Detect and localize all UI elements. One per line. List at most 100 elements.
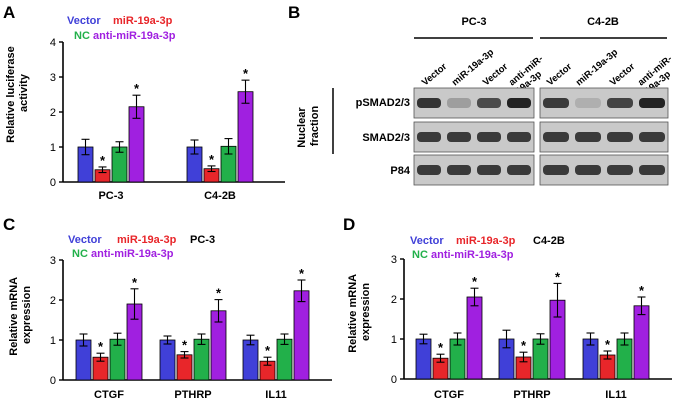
significance-star-d: * xyxy=(555,269,561,284)
blot-band-psmad23-lane6 xyxy=(575,98,601,108)
significance-star-d: * xyxy=(639,283,645,298)
blot-band-smad23-lane8 xyxy=(639,132,665,142)
panel-a: A Vector miR-19a-3p NC anti-miR-19a-3p R… xyxy=(3,3,285,202)
legend-anti-c: anti-miR-19a-3p xyxy=(91,248,174,260)
y-tick-label-c: 0 xyxy=(50,375,56,387)
significance-star-c: * xyxy=(299,266,305,281)
y-axis-label-c-line1: Relative mRNA xyxy=(8,277,20,356)
lane-label-7: Vector xyxy=(608,61,638,88)
x-tick-label-a: PC-3 xyxy=(98,190,123,202)
significance-star-c: * xyxy=(132,275,138,290)
y-axis-label-c: Relative mRNA expression xyxy=(8,274,33,356)
significance-star-a: * xyxy=(243,66,249,81)
y-axis-label-d-line1: Relative mRNA xyxy=(347,274,359,353)
blot-band-psmad23-lane3 xyxy=(477,98,501,108)
legend-nc-c: NC xyxy=(72,248,88,260)
significance-star-d: * xyxy=(472,274,478,289)
significance-star-d: * xyxy=(605,337,611,352)
significance-star-a: * xyxy=(209,152,215,167)
blot-band-smad23-lane3 xyxy=(477,132,501,142)
panel-b: B PC-3 C4-2B Vector miR-19a-3p Vector an… xyxy=(288,3,674,186)
fraction-label-line2: fraction xyxy=(309,106,321,147)
significance-star-d: * xyxy=(521,338,527,353)
bar-d-ctgf-anti xyxy=(466,296,483,380)
bar-d-pthrp-nc xyxy=(532,338,549,380)
significance-star-c: * xyxy=(216,286,222,301)
bar-d-ctgf-vector xyxy=(415,338,432,380)
blot-group-c42b: C4-2B xyxy=(587,16,619,28)
blot-band-smad23-lane4 xyxy=(507,132,531,142)
bar-c-il11-nc xyxy=(276,338,293,381)
x-tick-label-d: IL11 xyxy=(605,389,626,401)
lane-label-1: Vector xyxy=(420,61,450,88)
significance-star-a: * xyxy=(100,153,106,168)
bar-c-pthrp-nc xyxy=(193,338,210,381)
x-tick-label-d: PTHRP xyxy=(513,389,550,401)
y-tick-label-a: 3 xyxy=(50,72,56,84)
significance-star-c: * xyxy=(265,343,271,358)
legend-vector-d: Vector xyxy=(410,235,444,247)
blot-group-pc3: PC-3 xyxy=(461,16,486,28)
y-axis-label-d-line2: expression xyxy=(360,283,372,341)
x-tick-label-c: CTGF xyxy=(94,389,124,401)
blot-band-psmad23-lane1 xyxy=(417,98,441,108)
bar-a-c42b-anti xyxy=(237,91,254,183)
legend-mir-c: miR-19a-3p xyxy=(117,234,177,246)
panel-letter-d: D xyxy=(343,215,355,234)
bar-chart-d: 0 1 2 3 * * CTGF * * PTHRP * * IL11 xyxy=(391,254,672,401)
blot-band-smad23-lane7 xyxy=(607,132,633,142)
significance-star-c: * xyxy=(182,338,188,353)
y-tick-label-d: 0 xyxy=(391,374,397,386)
x-tick-label-c: PTHRP xyxy=(174,389,211,401)
panel-c: C Vector miR-19a-3p PC-3 NC anti-miR-19a… xyxy=(3,215,332,401)
y-tick-label-d: 1 xyxy=(391,334,397,346)
fraction-label: Nuclear fraction xyxy=(296,104,321,147)
y-tick-label-c: 3 xyxy=(50,255,56,267)
blot-row-label-smad: SMAD2/3 xyxy=(362,132,410,144)
significance-star-c: * xyxy=(98,339,104,354)
blot-band-smad23-lane1 xyxy=(417,132,441,142)
blot-band-psmad23-lane4 xyxy=(507,98,531,108)
bar-chart-c: 0 1 2 3 * * CTGF * * PTHRP * * IL11 xyxy=(50,255,332,401)
y-tick-label-a: 4 xyxy=(50,37,56,49)
blot-band-p84-lane5 xyxy=(543,165,569,175)
y-axis-label-a-line1: Relative luciferase xyxy=(5,46,17,143)
y-tick-label-c: 2 xyxy=(50,295,56,307)
blot-row-label-p84: P84 xyxy=(390,165,410,177)
y-tick-label-a: 1 xyxy=(50,142,56,154)
blot-band-p84-lane7 xyxy=(607,165,633,175)
bar-c-il11-anti xyxy=(293,290,310,381)
legend-vector-a: Vector xyxy=(67,15,101,27)
panel-d: D Vector miR-19a-3p C4-2B NC anti-miR-19… xyxy=(343,215,672,401)
legend-nc-d: NC xyxy=(412,249,428,261)
chart-title-d: C4-2B xyxy=(533,235,565,247)
y-axis-label-c-line2: expression xyxy=(21,286,33,344)
significance-star-d: * xyxy=(438,340,444,355)
blot-band-p84-lane6 xyxy=(575,165,601,175)
y-tick-label-a: 2 xyxy=(50,107,56,119)
lane-label-3: Vector xyxy=(481,61,511,88)
bar-c-pthrp-mir xyxy=(176,354,193,381)
blot-band-p84-lane8 xyxy=(639,165,665,175)
bar-c-il11-vector xyxy=(242,339,259,381)
y-tick-label-d: 2 xyxy=(391,294,397,306)
legend-anti-a: anti-miR-19a-3p xyxy=(93,30,176,42)
blot-band-smad23-lane5 xyxy=(543,132,569,142)
significance-star-a: * xyxy=(134,81,140,96)
fraction-label-line1: Nuclear xyxy=(296,107,308,148)
panel-letter-c: C xyxy=(3,215,15,234)
blot-band-psmad23-lane5 xyxy=(543,98,569,108)
lane-label-5: Vector xyxy=(545,61,575,88)
western-blot xyxy=(413,87,669,186)
blot-band-psmad23-lane2 xyxy=(447,98,471,108)
panel-letter-a: A xyxy=(3,3,15,22)
bar-c-pthrp-vector xyxy=(159,339,176,381)
legend-nc-a: NC xyxy=(74,30,90,42)
y-axis-label-d: Relative mRNA expression xyxy=(347,271,372,353)
legend-anti-d: anti-miR-19a-3p xyxy=(431,249,514,261)
y-tick-label-a: 0 xyxy=(50,177,56,189)
blot-band-p84-lane2 xyxy=(447,165,471,175)
legend-mir-a: miR-19a-3p xyxy=(113,15,173,27)
blot-row-label-psmad: pSMAD2/3 xyxy=(356,97,410,109)
